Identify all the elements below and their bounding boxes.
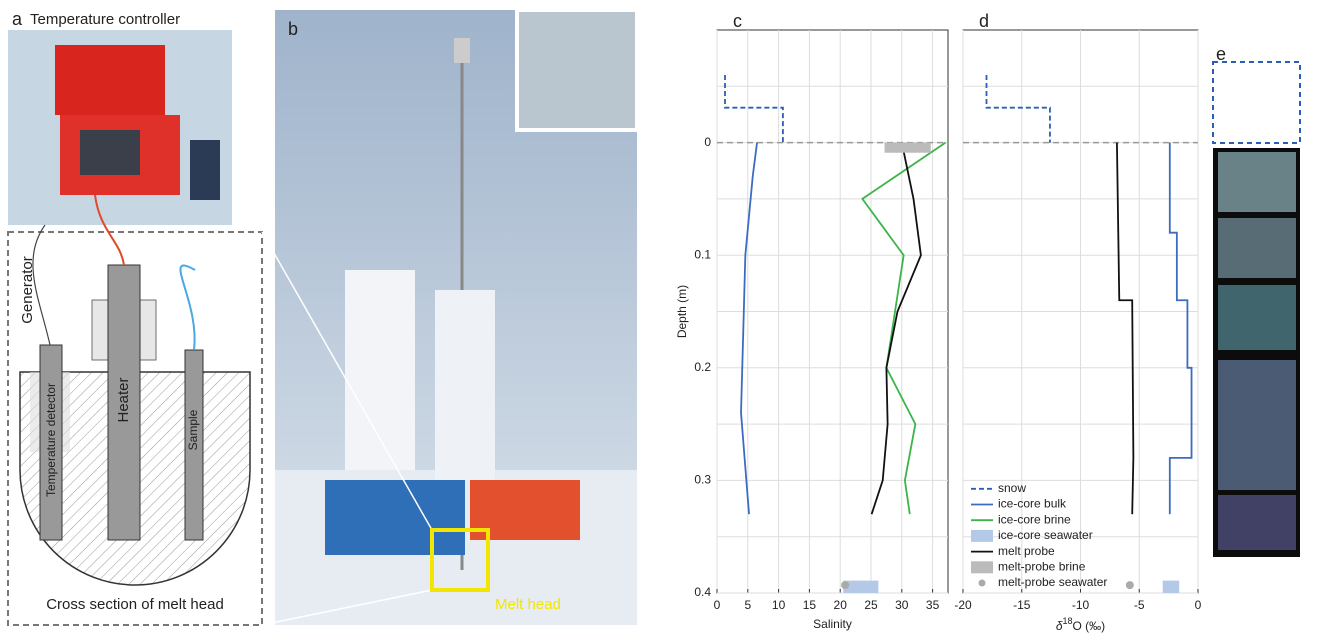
legend-label: melt probe [998,544,1055,558]
x-tick-label: -5 [1134,598,1145,612]
photo-e [1212,61,1301,557]
x-tick-label: -15 [1013,598,1031,612]
legend-swatch [971,529,993,542]
profile-line [740,142,758,515]
profile-line [985,75,1051,143]
x-tick-label: 35 [926,598,940,612]
x-tick-label: -20 [954,598,972,612]
x-tick-label: 5 [744,598,751,612]
x-axis-label-part: δ [1056,619,1063,633]
y-tick-label: 0.3 [694,473,711,487]
legend-label: ice-core brine [998,512,1071,526]
range-box [1162,580,1180,593]
y-tick-label: 0.2 [694,360,711,374]
diagram-caption: Cross section of melt head [46,596,224,613]
panel-label: e [1216,44,1226,64]
x-tick-label: 25 [864,598,878,612]
photo-annotation: Melt head [495,596,561,613]
panel-label: b [288,19,298,39]
x-tick-label: 10 [772,598,786,612]
profile-line [1168,142,1193,515]
y-axis-label: Depth (m) [675,285,689,338]
point [1125,581,1134,590]
diagram-label: Heater [115,377,132,422]
photo-a [8,30,232,225]
point [841,581,850,590]
range-box [843,580,879,593]
x-tick-label: 0 [1195,598,1202,612]
x-tick-label: -10 [1072,598,1090,612]
legend-label: snow [998,481,1026,495]
y-tick-label: 0 [704,135,711,149]
profile-line [870,142,922,515]
profile-line [1116,142,1135,515]
x-axis-label: δ18O (‰) [1056,616,1105,633]
legend-swatch [971,561,993,574]
x-tick-label: 15 [803,598,817,612]
panel-label: a [12,9,23,29]
x-tick-label: 0 [714,598,721,612]
legend-label: ice-core bulk [998,497,1067,511]
y-tick-label: 0.1 [694,247,711,261]
photo-title: Temperature controller [30,11,180,28]
x-tick-label: 20 [834,598,848,612]
panel-label: d [979,11,989,31]
profile-line [724,75,784,143]
x-axis-label-part: O (‰) [1073,619,1106,633]
y-tick-label: 0.4 [694,585,711,599]
photo-b [261,8,639,626]
panel-label: c [733,11,742,31]
x-axis-label-part: 18 [1062,616,1072,626]
legend-label: melt-probe seawater [998,575,1107,589]
diagram-label: Generator [19,256,36,324]
x-axis-label: Salinity [813,617,852,631]
diagram [7,194,263,626]
x-tick-label: 30 [895,598,909,612]
legend-swatch [978,579,986,587]
diagram-label: Sample [186,409,200,450]
diagram-label: Temperature detector [44,383,58,497]
range-box [884,142,931,153]
legend-label: melt-probe brine [998,559,1086,573]
legend-label: ice-core seawater [998,528,1093,542]
